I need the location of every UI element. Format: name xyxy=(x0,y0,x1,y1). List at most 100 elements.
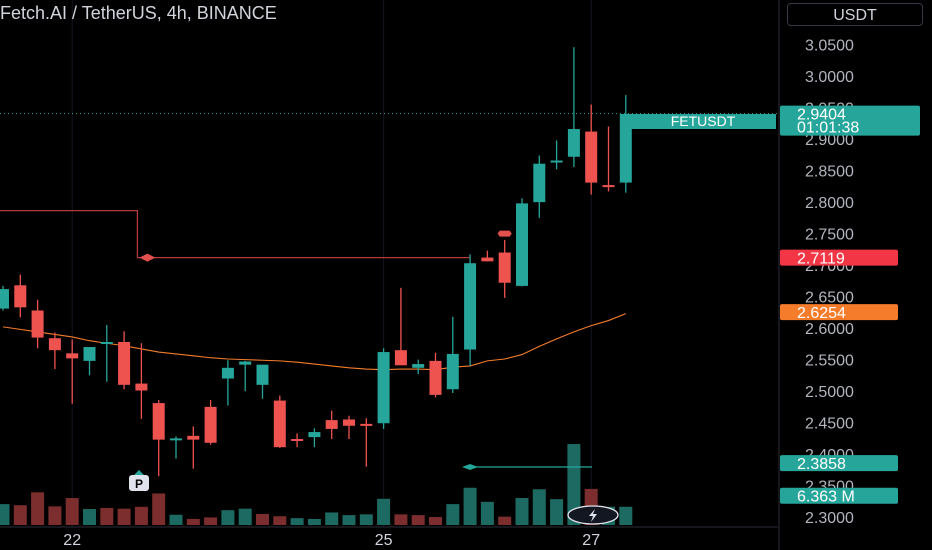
candle-body xyxy=(377,352,390,424)
y-tick-label: 3.0500 xyxy=(805,38,854,55)
candle-body xyxy=(152,403,165,440)
candle-body xyxy=(360,423,373,426)
x-tick-label: 25 xyxy=(375,532,393,549)
volume-bar xyxy=(342,515,356,525)
candle-body xyxy=(516,203,528,286)
candle-body xyxy=(83,347,96,361)
candle-body xyxy=(446,353,459,390)
pivot-badge-pointer xyxy=(134,470,144,475)
volume-bar xyxy=(83,509,96,525)
price-label: 2.6254 xyxy=(797,305,846,322)
volume-bar xyxy=(273,516,287,525)
volume-bar xyxy=(204,517,218,525)
volume-bar xyxy=(48,506,62,525)
candle-body xyxy=(170,438,182,441)
candle-body xyxy=(394,350,407,366)
candle-body xyxy=(343,419,355,426)
price-label: 2.7119 xyxy=(797,251,845,268)
candle-body xyxy=(0,289,9,309)
price-label: 2.3858 xyxy=(797,456,846,473)
volume-bar xyxy=(567,444,581,525)
candle-body xyxy=(464,263,477,350)
y-tick-label: 2.5500 xyxy=(805,353,854,370)
volume-bar xyxy=(100,507,114,525)
candle-body xyxy=(273,400,286,448)
pivot-badge-label: P xyxy=(135,477,143,491)
volume-bar xyxy=(152,493,166,525)
volume-bar xyxy=(619,506,633,525)
volume-bar xyxy=(498,516,512,525)
volume-bar xyxy=(256,513,269,525)
candle-body xyxy=(135,383,148,391)
symbol-label-box xyxy=(630,114,776,129)
candle-body xyxy=(187,435,200,440)
price-label-box xyxy=(780,249,898,266)
x-tick-label: 27 xyxy=(582,532,600,549)
volume-bar xyxy=(0,504,10,525)
volume-bar xyxy=(65,498,79,525)
candle-body xyxy=(291,439,304,442)
candle-body xyxy=(31,310,44,338)
candle-body xyxy=(533,163,546,203)
volume-bar xyxy=(429,517,442,525)
candle-body xyxy=(239,361,252,365)
volume-bar xyxy=(411,515,425,525)
volume-bar xyxy=(117,508,131,525)
volume-bar xyxy=(307,518,321,525)
candle-body xyxy=(585,131,598,183)
candle-body xyxy=(308,432,321,438)
volume-bar xyxy=(377,498,391,525)
chart-title: Fetch.AI / TetherUS, 4h, BINANCE xyxy=(0,3,277,23)
x-tick-label: 22 xyxy=(63,532,81,549)
price-label-box xyxy=(780,487,898,504)
y-tick-label: 2.5000 xyxy=(805,384,854,401)
y-tick-label: 2.9000 xyxy=(805,132,854,149)
pivot-dot xyxy=(497,230,512,237)
y-tick-label: 2.6500 xyxy=(805,290,854,307)
candle-body xyxy=(48,338,61,351)
volume-bar xyxy=(463,487,477,525)
price-label-box xyxy=(780,105,920,136)
volume-bar xyxy=(325,512,339,525)
price-label-box xyxy=(780,304,898,321)
currency-button[interactable]: USDT xyxy=(787,3,923,26)
candle-body xyxy=(619,113,632,183)
y-tick-label: 2.7500 xyxy=(805,227,854,244)
volume-bar xyxy=(359,514,373,525)
volume-bar xyxy=(169,514,183,525)
volume-bar xyxy=(480,501,494,525)
lightning-icon-glyph xyxy=(589,509,597,522)
candle-body xyxy=(481,257,494,262)
volume-bar xyxy=(31,492,45,525)
candle-body xyxy=(567,129,580,157)
volume-bar xyxy=(13,505,27,525)
candle-body xyxy=(325,420,338,429)
candle-body xyxy=(66,353,79,359)
volume-bar xyxy=(238,508,252,525)
y-tick-label: 2.4500 xyxy=(805,416,854,433)
candle-body xyxy=(100,341,113,344)
volume-bar xyxy=(221,510,235,525)
y-tick-label: 2.3000 xyxy=(805,510,854,527)
price-label: 2.9404 xyxy=(797,107,846,124)
volume-bar xyxy=(290,518,304,525)
resistance-line xyxy=(0,209,471,259)
volume-bar xyxy=(394,514,408,525)
candle-body xyxy=(550,160,563,163)
resistance-marker xyxy=(139,253,156,262)
pivot-badge[interactable] xyxy=(129,475,149,491)
volume-bar xyxy=(532,489,546,525)
candle-body xyxy=(14,285,27,308)
y-tick-label: 2.6000 xyxy=(805,321,854,338)
candle-body xyxy=(204,406,217,443)
candle-body xyxy=(498,252,511,283)
volume-bar xyxy=(550,499,564,525)
y-tick-label: 3.0000 xyxy=(805,69,854,86)
volume-bar xyxy=(515,498,529,525)
y-tick-label: 2.8000 xyxy=(805,195,854,212)
y-tick-label: 2.8500 xyxy=(805,164,854,181)
volume-average-marker xyxy=(462,464,478,470)
countdown-label: 01:01:38 xyxy=(797,120,859,137)
price-label-box xyxy=(780,455,898,472)
